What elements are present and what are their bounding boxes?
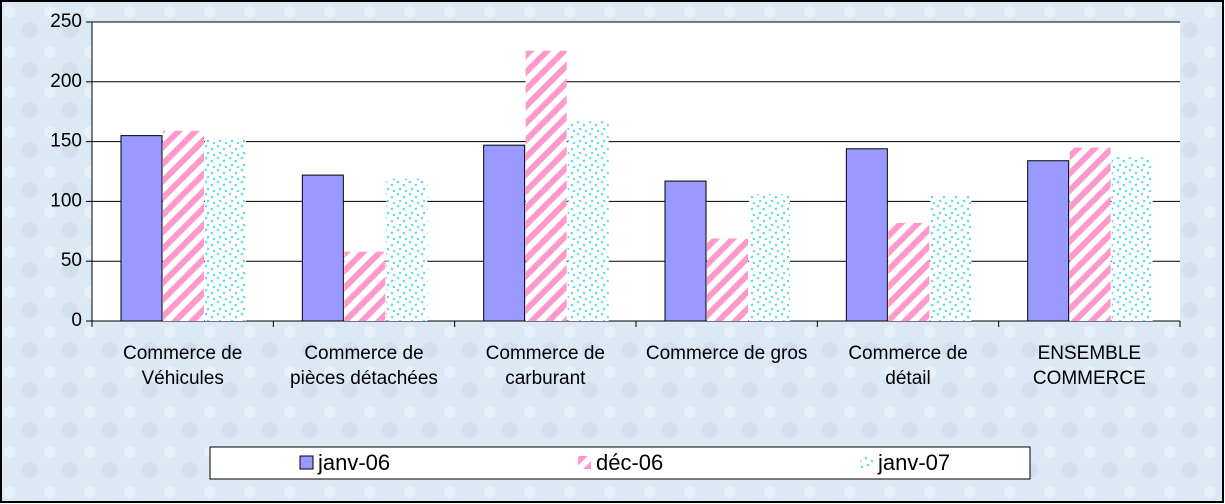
legend-swatch: [860, 456, 873, 469]
bar: [301, 174, 344, 322]
bar: [525, 50, 567, 321]
y-tick-label: 0: [71, 310, 82, 331]
y-tick-label: 150: [50, 131, 82, 152]
bar: [1027, 160, 1070, 322]
x-tick-label: Commerce de gros: [645, 343, 808, 364]
bar: [205, 139, 246, 321]
legend-label: janv-07: [877, 450, 950, 475]
bar: [483, 144, 526, 322]
bar: [888, 222, 930, 321]
bar: [1111, 157, 1153, 321]
bar: [344, 251, 386, 321]
bar: [163, 130, 204, 321]
x-tick-label: ENSEMBLE COMMERCE: [1032, 343, 1146, 389]
x-tick-label: Commerce de carburant: [485, 343, 605, 389]
bar: [845, 148, 888, 322]
bar: [749, 194, 790, 321]
bar: [707, 238, 748, 321]
bar: [567, 121, 609, 321]
legend-label: janv-06: [317, 450, 390, 475]
x-tick-label: Commerce de Véhicules: [122, 343, 243, 389]
y-tick-label: 250: [50, 11, 82, 32]
bar: [1069, 147, 1111, 321]
bar: [386, 178, 428, 321]
y-tick-label: 100: [50, 190, 82, 211]
bar: [664, 180, 707, 322]
legend-box: [209, 446, 1031, 480]
legend-swatch: [578, 456, 591, 469]
x-tick-label: Commerce de détail: [848, 343, 968, 389]
plot-area: [92, 22, 1180, 321]
y-tick-label: 50: [61, 250, 82, 271]
x-tick-label: Commerce de pièces détachées: [290, 343, 438, 389]
bar: [930, 195, 972, 321]
y-tick-label: 200: [50, 71, 82, 92]
legend-label: déc-06: [596, 450, 663, 475]
legend-swatch: [299, 455, 314, 470]
bar: [120, 135, 163, 322]
